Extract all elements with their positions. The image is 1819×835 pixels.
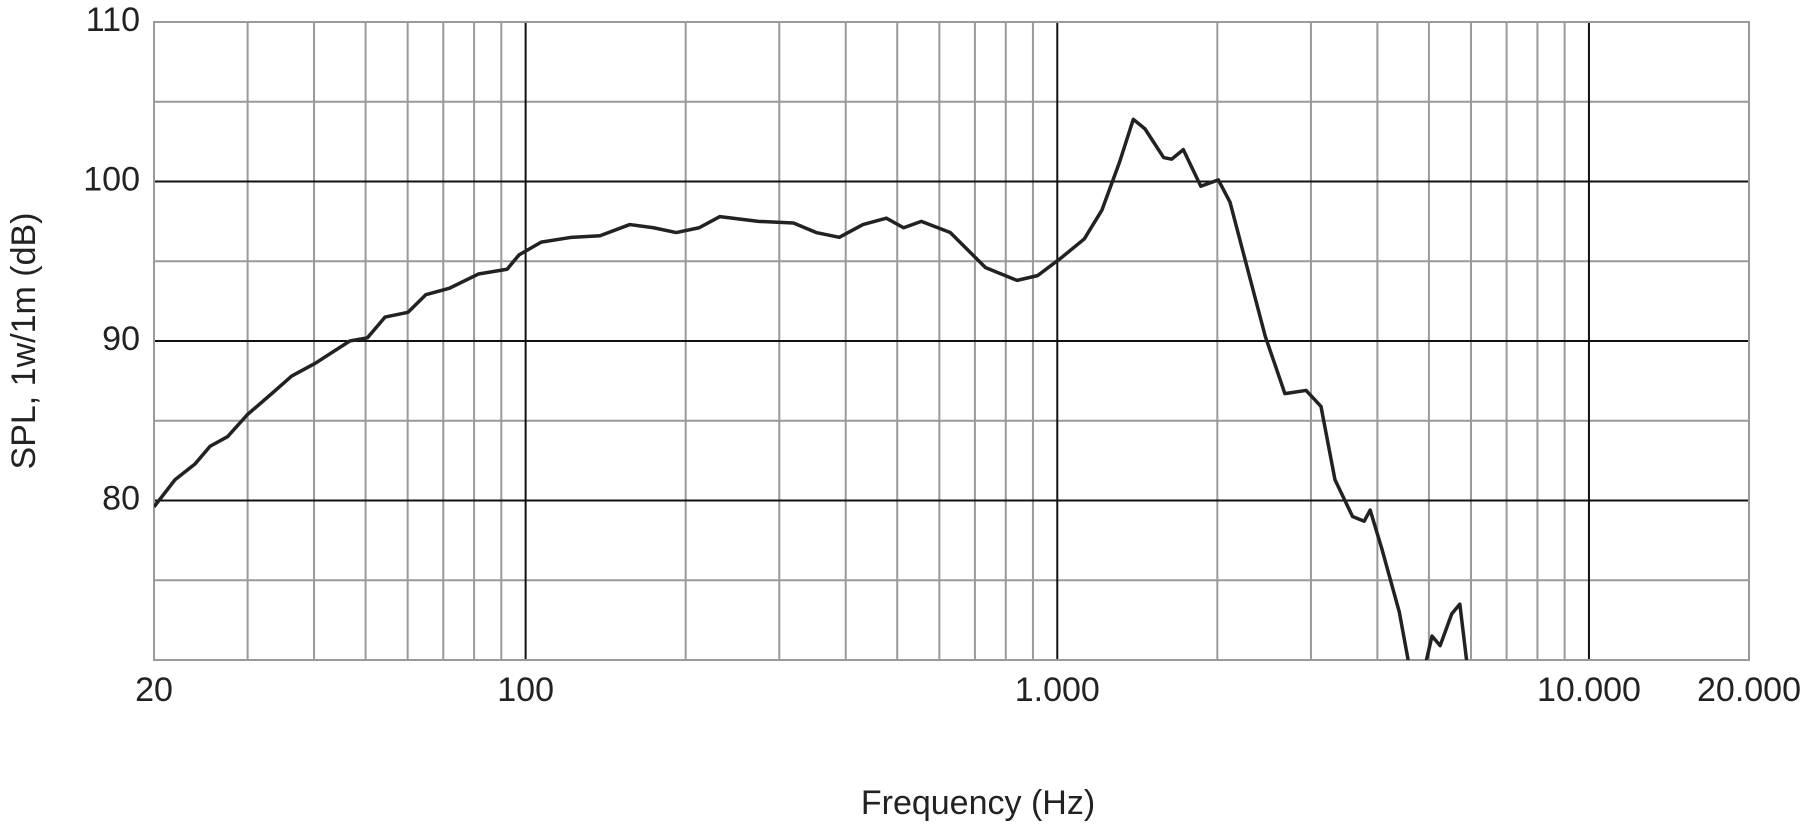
x-tick-label: 1.000 bbox=[1015, 671, 1100, 709]
y-tick-label: 80 bbox=[102, 479, 140, 517]
x-tick-label: 20 bbox=[135, 671, 173, 709]
x-tick-label: 10.000 bbox=[1537, 671, 1641, 709]
x-tick-label: 100 bbox=[497, 671, 554, 709]
plot bbox=[154, 117, 1469, 660]
x-axis-title: Frequency (Hz) bbox=[861, 784, 1095, 822]
x-tick-label: 20.000 bbox=[1697, 671, 1801, 709]
y-tick-label: 110 bbox=[86, 1, 140, 39]
response-line bbox=[154, 117, 1469, 660]
y-tick-label: 100 bbox=[83, 160, 140, 198]
y-axis-title: SPL, 1w/1m (dB) bbox=[5, 213, 43, 470]
plot-frame bbox=[153, 21, 1750, 661]
y-tick-label: 90 bbox=[102, 320, 140, 358]
grid bbox=[153, 21, 1750, 661]
